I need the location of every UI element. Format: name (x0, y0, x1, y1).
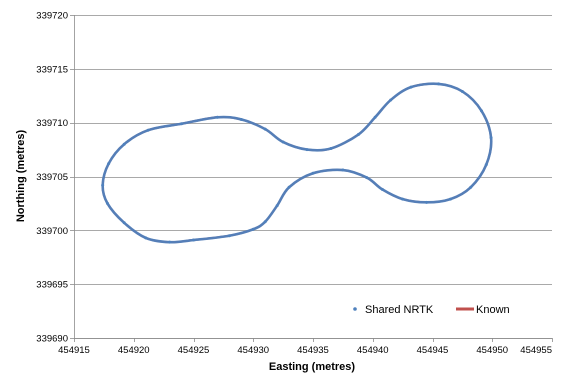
data-point-shared-nrtk (146, 128, 150, 132)
data-point-shared-nrtk (356, 133, 360, 137)
y-tick-labels: 339690 339695 339700 339705 339710 339715 3397… (36, 11, 74, 345)
data-point-shared-nrtk (484, 163, 488, 167)
legend-label-known: Known (476, 304, 510, 316)
data-point-shared-nrtk (389, 98, 393, 102)
y-tick-label: 339695 (36, 280, 68, 291)
y-tick-label: 339690 (36, 334, 68, 345)
data-point-shared-nrtk (144, 236, 148, 240)
legend-label-shared-nrtk: Shared NRTK (365, 304, 434, 316)
y-tick-label: 339710 (36, 118, 68, 129)
data-point-shared-nrtk (469, 185, 473, 189)
y-tick-label: 339720 (36, 11, 68, 22)
x-tick-label: 454925 (178, 345, 210, 356)
data-point-shared-nrtk (436, 82, 440, 86)
data-point-shared-nrtk (311, 171, 315, 175)
x-tick-labels: 454915 454920 454925 454930 454935 454940 4549… (58, 338, 553, 356)
data-point-shared-nrtk (329, 147, 333, 151)
x-tick-label: 454930 (237, 345, 269, 356)
y-axis-title: Northing (metres) (15, 130, 27, 223)
y-tick-label: 339700 (36, 226, 68, 237)
data-point-shared-nrtk (460, 89, 464, 93)
data-point-shared-nrtk (122, 142, 126, 146)
data-point-shared-nrtk (341, 168, 345, 172)
data-point-shared-nrtk (401, 197, 405, 201)
data-point-shared-nrtk (192, 238, 195, 242)
x-tick-label: 454945 (417, 345, 449, 356)
data-point-shared-nrtk (287, 185, 291, 189)
data-point-shared-nrtk (105, 201, 109, 205)
x-tick-label: 454915 (58, 345, 90, 356)
data-point-shared-nrtk (380, 187, 384, 191)
data-point-shared-nrtk (489, 136, 493, 140)
data-point-shared-nrtk (281, 140, 285, 144)
x-tick-label: 454955 (520, 345, 552, 356)
data-point-shared-nrtk (263, 127, 267, 131)
x-tick-label: 454950 (476, 345, 508, 356)
data-point-shared-nrtk (365, 176, 369, 180)
x-tick-label: 454940 (357, 345, 389, 356)
y-tick-label: 339715 (36, 64, 68, 75)
y-tick-label: 339705 (36, 172, 68, 183)
gridlines (74, 15, 552, 339)
x-tick-label: 454920 (118, 345, 150, 356)
data-point-shared-nrtk (373, 115, 377, 119)
plot-area (74, 15, 552, 339)
data-point-shared-nrtk (122, 221, 126, 225)
data-point-shared-nrtk (227, 234, 231, 238)
legend: Shared NRTK Known (353, 304, 510, 316)
legend-item-known: Known (456, 304, 510, 316)
data-point-shared-nrtk (180, 122, 184, 126)
data-point-shared-nrtk (107, 162, 111, 166)
data-point-shared-nrtk (251, 227, 255, 231)
data-point-shared-nrtk (263, 220, 267, 224)
legend-item-shared-nrtk: Shared NRTK (353, 304, 434, 316)
x-axis-title: Easting (metres) (269, 361, 356, 373)
data-point-shared-nrtk (425, 200, 429, 204)
data-point-shared-nrtk (305, 148, 309, 152)
data-point-shared-nrtk (409, 85, 413, 89)
legend-marker-shared-nrtk (353, 307, 357, 311)
data-point-shared-nrtk (448, 197, 452, 201)
data-point-shared-nrtk (168, 240, 172, 244)
series-shared-nrtk (101, 82, 493, 244)
data-point-shared-nrtk (239, 117, 243, 121)
data-point-shared-nrtk (101, 183, 105, 187)
x-tick-label: 454935 (297, 345, 329, 356)
data-point-shared-nrtk (215, 115, 219, 119)
data-point-shared-nrtk (275, 204, 279, 208)
data-point-shared-nrtk (479, 109, 483, 113)
